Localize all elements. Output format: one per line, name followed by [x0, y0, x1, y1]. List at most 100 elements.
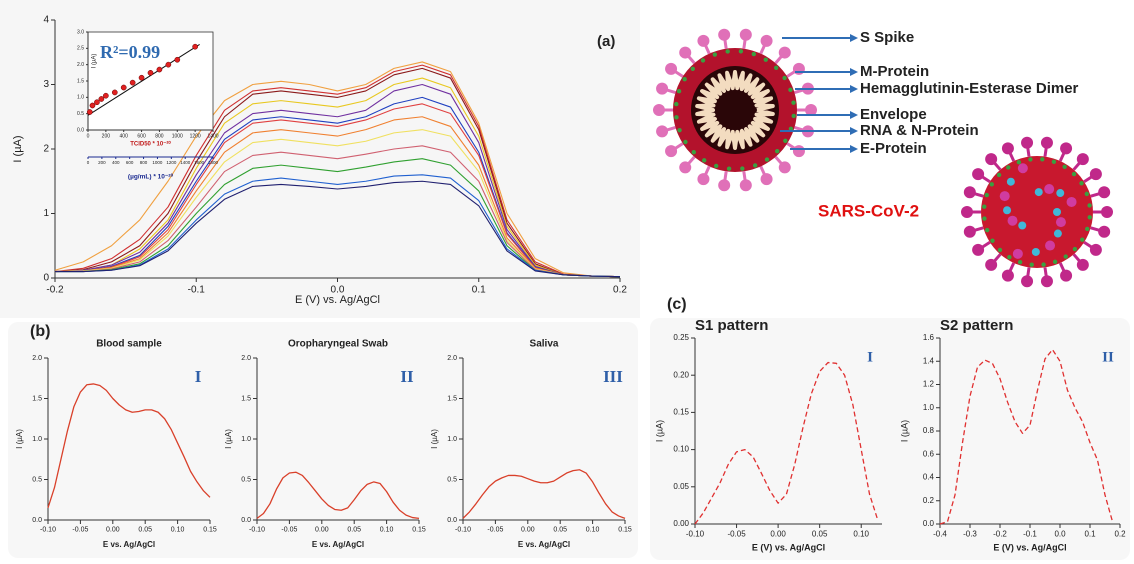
diagram-label: M-Protein [860, 63, 929, 80]
x-label: E vs. Ag/AgCl [312, 540, 364, 549]
data-point [120, 84, 127, 91]
y-tick-label: 0.00 [673, 519, 689, 528]
x-tick-label: -0.10 [40, 526, 56, 533]
y-tick-label: 2.5 [77, 46, 84, 52]
x-tick-label: 0.2 [1114, 530, 1126, 539]
data-line [54, 67, 621, 278]
spike-head [1001, 269, 1014, 282]
spike-head [697, 34, 710, 47]
surface-spike [1017, 163, 1028, 174]
arrow-head [850, 85, 858, 93]
membrane-dot [990, 238, 995, 243]
x2-tick-label: 600 [126, 160, 134, 165]
membrane-dot [763, 57, 768, 62]
y-label: I (µA) [654, 420, 664, 442]
data-line [55, 145, 621, 278]
surface-dot [1018, 221, 1027, 230]
x-tick-label: -0.1 [188, 285, 206, 296]
arrow-head [850, 127, 858, 135]
x-tick-label: -0.4 [933, 530, 947, 539]
y-tick-label: 0 [43, 273, 49, 284]
membrane-dot [683, 139, 688, 145]
membrane-dot [984, 192, 989, 198]
spike-head [760, 34, 773, 47]
y-tick-label: 0.5 [447, 476, 457, 483]
x-tick-label: 0.0 [331, 285, 345, 296]
membrane-dot [738, 49, 744, 54]
y-tick-label: 0.5 [241, 476, 251, 483]
panel-label: (b) [30, 323, 50, 340]
x-tick-label: 1000 [172, 133, 183, 139]
spike-head [679, 161, 692, 174]
surface-dot [1053, 208, 1061, 216]
spike-head [1089, 168, 1102, 181]
x-tick-label: 0.0 [1054, 530, 1066, 539]
y-tick-label: 0.10 [673, 445, 689, 454]
spike-head [653, 104, 665, 116]
diagram-label: E-Protein [860, 140, 927, 157]
y-tick-label: 1.5 [447, 395, 457, 402]
membrane-dot [690, 66, 695, 71]
data-line [54, 64, 621, 278]
diagram-label: RNA & N-Protein [860, 122, 979, 139]
data-point [156, 66, 163, 73]
spike-head [718, 179, 731, 192]
y-tick-label: 3 [43, 79, 49, 90]
spike-head [1076, 153, 1089, 166]
surface-spike [1044, 184, 1055, 195]
x2-tick-label: 1000 [152, 160, 163, 165]
membrane-dot [1040, 157, 1045, 162]
surface-dot [1053, 229, 1062, 238]
data-point [86, 109, 93, 115]
surface-spike [1007, 215, 1018, 226]
panel-title: Saliva [530, 339, 559, 350]
panel-title: Oropharyngeal Swab [288, 339, 388, 350]
membrane-dot [982, 216, 987, 221]
x-label: E vs. Ag/AgCl [518, 540, 570, 549]
y-label: I (µA) [430, 429, 439, 449]
spike-head [1040, 275, 1053, 288]
y-tick-label: 0.25 [673, 333, 689, 342]
y-tick-label: 1.0 [32, 436, 42, 443]
r2-annotation: R²=0.99 [100, 42, 160, 62]
data-line [55, 180, 621, 278]
data-line [54, 83, 621, 278]
rna-coil [695, 70, 775, 150]
surface-dot [1006, 177, 1015, 186]
surface-spike [1055, 217, 1066, 228]
surface-dot [1034, 188, 1043, 197]
x2-tick-label: 1400 [180, 160, 191, 165]
membrane-dot [1071, 171, 1077, 177]
x-tick-label: 0.05 [553, 526, 567, 533]
data-point [111, 89, 118, 96]
membrane-dot [702, 158, 707, 163]
membrane-dot [682, 77, 687, 82]
y-tick-label: 1.2 [923, 380, 935, 389]
membrane-dot [782, 75, 787, 81]
surface-dot [1056, 189, 1065, 198]
x-tick-label: 0.15 [203, 526, 217, 533]
x-tick-label: -0.05 [72, 526, 88, 533]
y-tick-label: 0.15 [673, 408, 689, 417]
panel-title: S1 pattern [695, 317, 768, 334]
y-tick-label: 1.5 [32, 395, 42, 402]
x-tick-label: 0.05 [812, 530, 828, 539]
inset-frame [87, 31, 214, 131]
spike-head [697, 173, 710, 186]
membrane-dot [1017, 260, 1023, 265]
data-line [256, 471, 420, 520]
data-point [147, 69, 154, 76]
membrane-dot [674, 115, 679, 120]
x-tick-label: 0.10 [171, 526, 185, 533]
data-line [939, 348, 1114, 525]
data-line [55, 174, 621, 278]
y-tick-label: 1.0 [241, 436, 251, 443]
x-tick-label: 0.10 [586, 526, 600, 533]
membrane-dot [1084, 191, 1090, 197]
roman-annotation: II [400, 367, 414, 386]
y-tick-label: 1.6 [923, 333, 935, 342]
y-tick-label: 2 [43, 144, 49, 155]
x-tick-label: -0.10 [249, 526, 265, 533]
x2-label: (µg/mL) * 10⁻²⁰ [128, 173, 174, 181]
membrane-dot [726, 166, 732, 171]
